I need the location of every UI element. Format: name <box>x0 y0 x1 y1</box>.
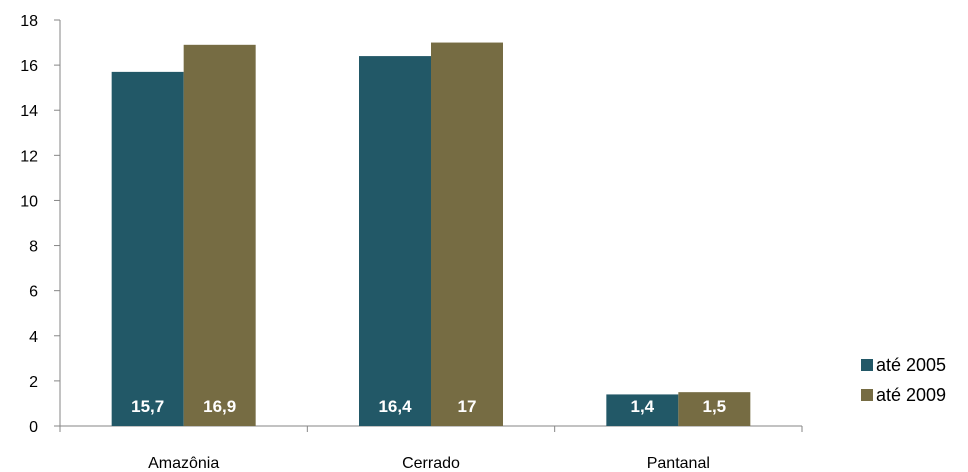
x-axis: Amazônia Cerrado Pantanal <box>59 425 803 472</box>
y-tick-label: 12 <box>20 148 38 165</box>
y-tick-label: 8 <box>29 239 38 256</box>
bar <box>183 44 256 427</box>
legend-label: até 2009 <box>876 385 946 405</box>
bar <box>111 71 184 426</box>
y-tick-label: 16 <box>20 58 38 75</box>
legend-label: até 2005 <box>876 355 946 375</box>
x-tick-label: Cerrado <box>402 455 460 472</box>
legend-swatch <box>861 359 873 371</box>
bars <box>111 42 751 427</box>
bar <box>606 394 679 426</box>
data-labels: 15,7 16,9 16,4 17 1,4 1,5 <box>131 397 726 416</box>
y-tick-label: 2 <box>29 374 38 391</box>
data-label: 15,7 <box>131 397 164 416</box>
data-label: 16,9 <box>203 397 236 416</box>
legend: até 2005 até 2009 <box>861 355 946 405</box>
y-tick-label: 10 <box>20 193 38 210</box>
bar <box>431 42 503 427</box>
y-tick-label: 0 <box>29 419 38 436</box>
y-tick-label: 18 <box>20 13 38 30</box>
y-tick-label: 4 <box>29 329 38 346</box>
data-label: 1,5 <box>703 397 727 416</box>
y-tick-label: 6 <box>29 284 38 301</box>
legend-swatch <box>861 389 873 401</box>
bar <box>678 392 751 426</box>
bar <box>359 56 431 426</box>
y-tick-label: 14 <box>20 103 38 120</box>
data-label: 1,4 <box>631 397 655 416</box>
data-label: 16,4 <box>378 397 412 416</box>
y-axis: 0 2 4 6 8 10 12 14 16 18 <box>20 13 61 436</box>
x-tick-label: Amazônia <box>148 455 219 472</box>
x-tick-label: Pantanal <box>647 455 710 472</box>
data-label: 17 <box>458 397 477 416</box>
